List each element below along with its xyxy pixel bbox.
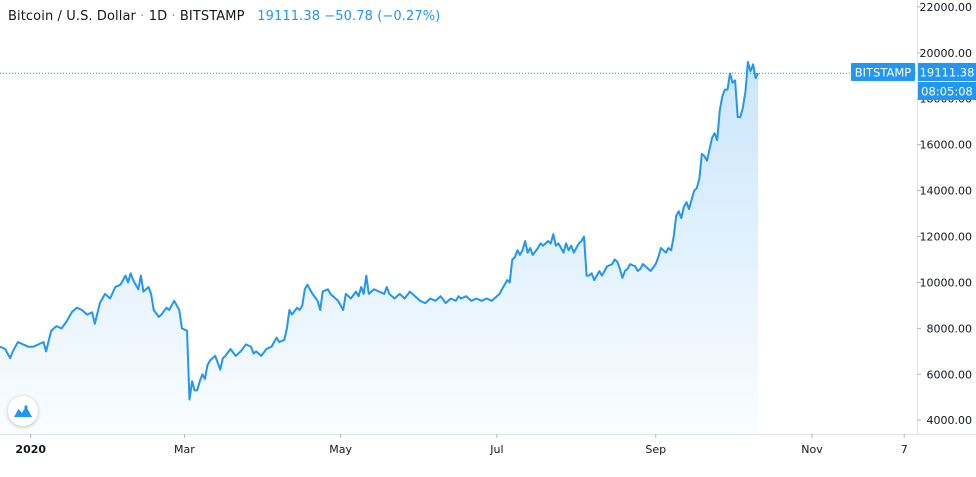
legend-separator: · [171, 9, 176, 24]
countdown-label-text: 08:05:08 [921, 85, 973, 99]
x-tick-label: Sep [645, 443, 666, 456]
legend-interval: 1D [148, 9, 168, 24]
legend-separator: · [140, 9, 145, 24]
x-tick-label: May [329, 443, 352, 456]
series-price-line[interactable] [0, 61, 760, 401]
y-tick-label: 4000.00 [927, 414, 973, 427]
exchange-label-box [851, 63, 915, 81]
last-price-label: BITSTAMP 19111.38 08:05:08 [851, 63, 976, 100]
y-tick-label: 16000.00 [920, 139, 973, 152]
legend-change-percent: (−0.27%) [377, 9, 441, 24]
exchange-label-text: BITSTAMP [855, 66, 912, 80]
price-label-box [918, 63, 976, 81]
y-tick-label: 6000.00 [927, 368, 973, 381]
series-area-fill [0, 62, 759, 434]
legend-exchange: BITSTAMP [179, 9, 245, 24]
y-tick-label: 12000.00 [920, 231, 973, 244]
legend-symbol: Bitcoin / U.S. Dollar [8, 9, 136, 24]
legend-change: −50.78 [324, 9, 374, 24]
y-tick-label: 20000.00 [920, 47, 973, 60]
x-tick-label: 7 [901, 443, 908, 456]
countdown-label-box [918, 82, 976, 100]
y-tick-label: 8000.00 [927, 322, 973, 335]
y-tick-label: 10000.00 [920, 276, 973, 289]
tradingview-logo-icon[interactable] [8, 396, 38, 426]
legend-last-price: 19111.38 [257, 9, 321, 24]
price-label-text: 19111.38 [920, 66, 975, 80]
x-tick-label: Mar [174, 443, 195, 456]
time-axis[interactable]: 2020 Mar May Jul Sep Nov 7 [15, 434, 908, 456]
x-tick-label: 2020 [15, 443, 46, 456]
x-tick-label: Jul [489, 443, 503, 456]
chart-legend[interactable]: Bitcoin / U.S. Dollar · 1D · BITSTAMP 19… [8, 9, 440, 24]
tradingview-logo-glyph [14, 405, 32, 417]
y-tick-label: 22000.00 [920, 1, 973, 14]
y-tick-label: 14000.00 [920, 185, 973, 198]
x-tick-label: Nov [801, 443, 823, 456]
